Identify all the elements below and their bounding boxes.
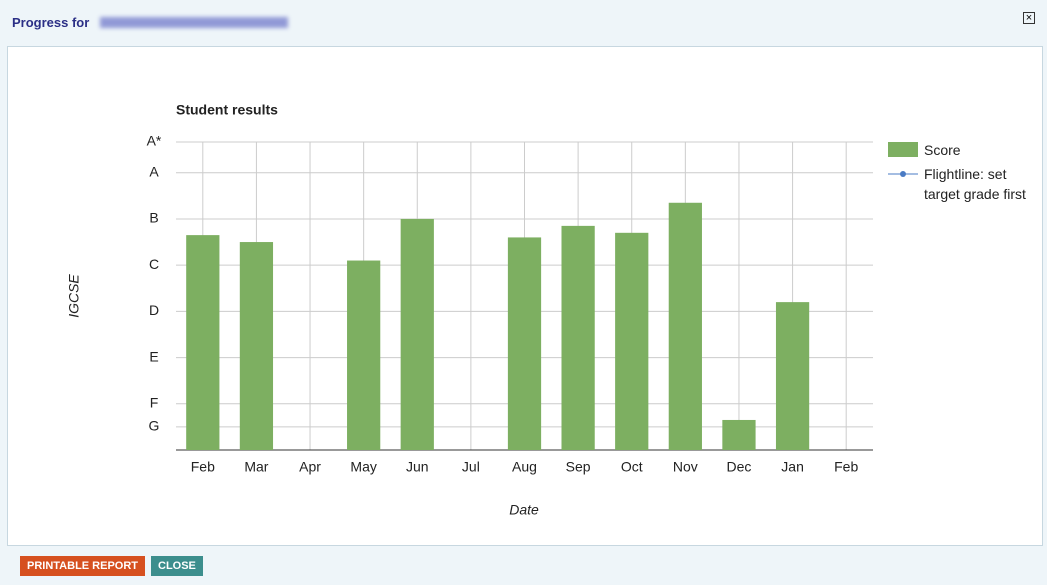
x-tick-label: Dec (727, 459, 752, 475)
y-tick-label: C (149, 256, 159, 272)
chart-title: Student results (176, 102, 278, 118)
y-tick-label: A* (147, 133, 162, 149)
bar (668, 202, 702, 450)
x-tick-label: Mar (244, 459, 268, 475)
x-tick-label: Jan (781, 459, 804, 475)
close-icon[interactable]: × (1023, 12, 1035, 24)
dialog-title: Progress for (12, 15, 90, 30)
y-tick-label: D (149, 302, 159, 318)
x-tick-label: Apr (299, 459, 321, 475)
printable-report-button[interactable]: PRINTABLE REPORT (20, 556, 146, 576)
x-tick-label: May (350, 459, 376, 475)
x-tick-label: Feb (191, 459, 215, 475)
y-tick-label: A (149, 163, 159, 179)
bar (347, 260, 381, 450)
bar (400, 218, 434, 450)
x-axis-title: Date (509, 502, 539, 518)
x-tick-label: Oct (621, 459, 643, 475)
y-tick-label: G (149, 418, 160, 434)
bar (561, 225, 595, 450)
x-tick-label: Nov (673, 459, 698, 475)
legend-swatch (888, 142, 918, 157)
x-tick-label: Jul (462, 459, 480, 475)
redacted-name (100, 17, 288, 28)
legend-label: Flightline: set target grade first (924, 166, 1026, 202)
bar (507, 237, 542, 450)
bar (722, 419, 756, 450)
x-tick-label: Jun (406, 459, 429, 475)
legend-marker (900, 171, 906, 177)
x-tick-label: Aug (512, 459, 537, 475)
x-tick-label: Feb (834, 459, 858, 475)
close-button[interactable]: CLOSE (151, 556, 203, 576)
legend-label: Score (924, 142, 961, 158)
bar (775, 302, 810, 450)
bar (615, 232, 649, 450)
x-tick-label: Sep (566, 459, 591, 475)
y-axis-title: IGCSE (66, 274, 82, 318)
y-tick-label: E (149, 348, 158, 364)
bar (239, 242, 274, 450)
bar (186, 235, 220, 450)
y-tick-label: F (150, 394, 159, 410)
y-tick-label: B (149, 210, 158, 226)
